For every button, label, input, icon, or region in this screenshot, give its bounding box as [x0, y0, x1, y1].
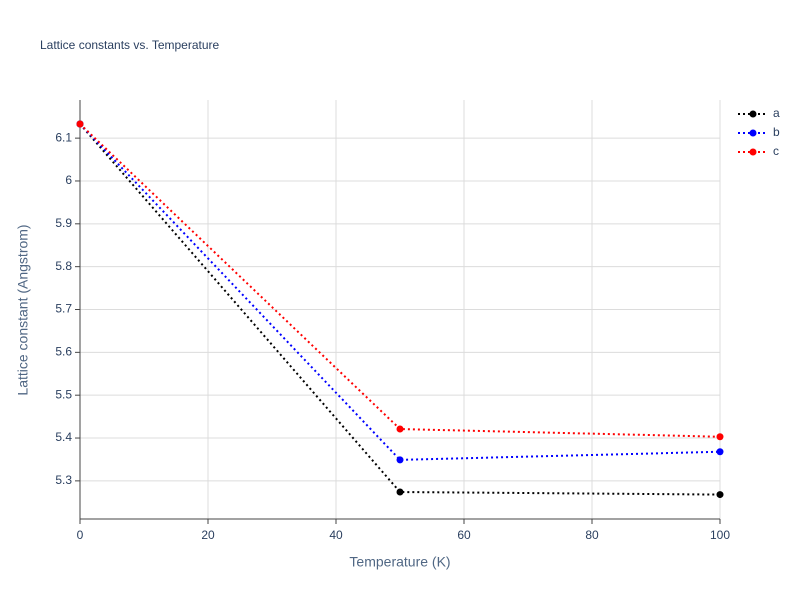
y-tick-label: 5.9	[55, 216, 72, 230]
series-line	[79, 123, 721, 461]
legend-marker	[749, 110, 757, 118]
legend-label: b	[773, 125, 780, 139]
data-point	[716, 448, 724, 456]
y-tick-label: 5.3	[55, 473, 72, 487]
x-tick-label: 60	[457, 528, 471, 542]
x-tick-label: 80	[585, 528, 599, 542]
y-axis-title: Lattice constant (Angstrom)	[15, 224, 31, 395]
data-point	[76, 120, 84, 128]
y-tick-label: 5.8	[55, 259, 72, 273]
chart-title: Lattice constants vs. Temperature	[40, 38, 220, 52]
y-tick-label: 5.6	[55, 345, 72, 359]
legend-label: a	[773, 106, 780, 120]
y-tick-label: 5.7	[55, 302, 72, 316]
x-tick-label: 40	[329, 528, 343, 542]
y-tick-label: 6	[65, 173, 72, 187]
x-axis-title: Temperature (K)	[349, 554, 450, 570]
legend-label: c	[773, 144, 779, 158]
data-point	[716, 491, 724, 499]
series-line	[79, 123, 721, 496]
x-tick-label: 100	[710, 528, 730, 542]
data-point	[396, 456, 404, 464]
data-point	[396, 425, 404, 433]
x-tick-label: 20	[201, 528, 215, 542]
x-tick-label: 0	[77, 528, 84, 542]
y-tick-label: 6.1	[55, 130, 72, 144]
data-point	[716, 433, 724, 441]
series-line	[79, 123, 721, 438]
legend-marker	[749, 148, 757, 156]
legend-marker	[749, 129, 757, 137]
y-tick-label: 5.4	[55, 430, 72, 444]
y-tick-label: 5.5	[55, 387, 72, 401]
data-point	[396, 488, 404, 496]
